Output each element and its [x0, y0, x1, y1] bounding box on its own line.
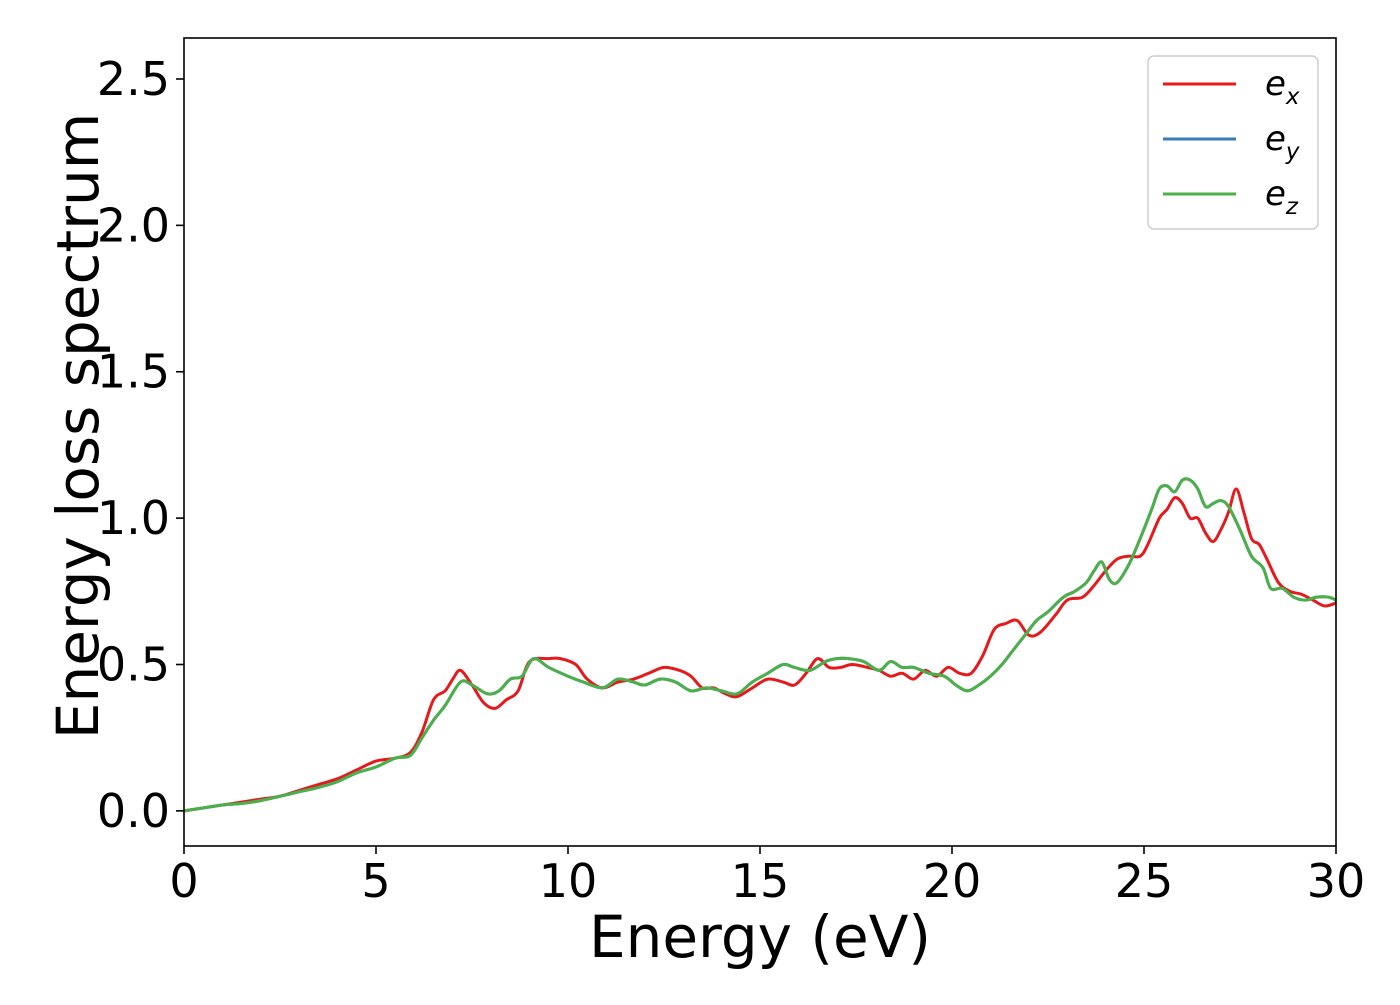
- x-tick-label: 25: [1115, 854, 1174, 908]
- series-line-x: [184, 487, 1336, 813]
- x-tick-label: 20: [923, 854, 982, 908]
- legend-box: [1147, 55, 1319, 230]
- y-tick-label: 2.0: [97, 198, 170, 252]
- series-layer: [184, 477, 1336, 813]
- series-line-z: [184, 477, 1336, 813]
- legend-label-z: ez: [1265, 174, 1299, 220]
- y-tick-label: 0.5: [97, 637, 170, 691]
- axis-ticks: 0 5 10 15 20 25 30 0.0 0.5 1.0 1.5 2.0 2.5: [97, 52, 1365, 908]
- legend-label-y: ey: [1265, 119, 1300, 165]
- y-tick-label: 1.0: [97, 491, 170, 545]
- legend: ex ey ez: [1147, 55, 1319, 230]
- y-tick-label: 2.5: [97, 52, 170, 106]
- y-axis-label: Energy loss spectrum: [44, 113, 112, 739]
- x-tick-label: 30: [1307, 854, 1366, 908]
- x-tick-label: 0: [169, 854, 198, 908]
- x-tick-label: 15: [731, 854, 790, 908]
- x-axis-label: Energy (eV): [589, 903, 931, 971]
- series-line-y: [184, 477, 1336, 813]
- x-tick-label: 5: [361, 854, 390, 908]
- y-tick-label: 1.5: [97, 345, 170, 399]
- legend-label-x: ex: [1265, 64, 1300, 110]
- x-tick-label: 10: [539, 854, 598, 908]
- y-tick-label: 0.0: [97, 784, 170, 838]
